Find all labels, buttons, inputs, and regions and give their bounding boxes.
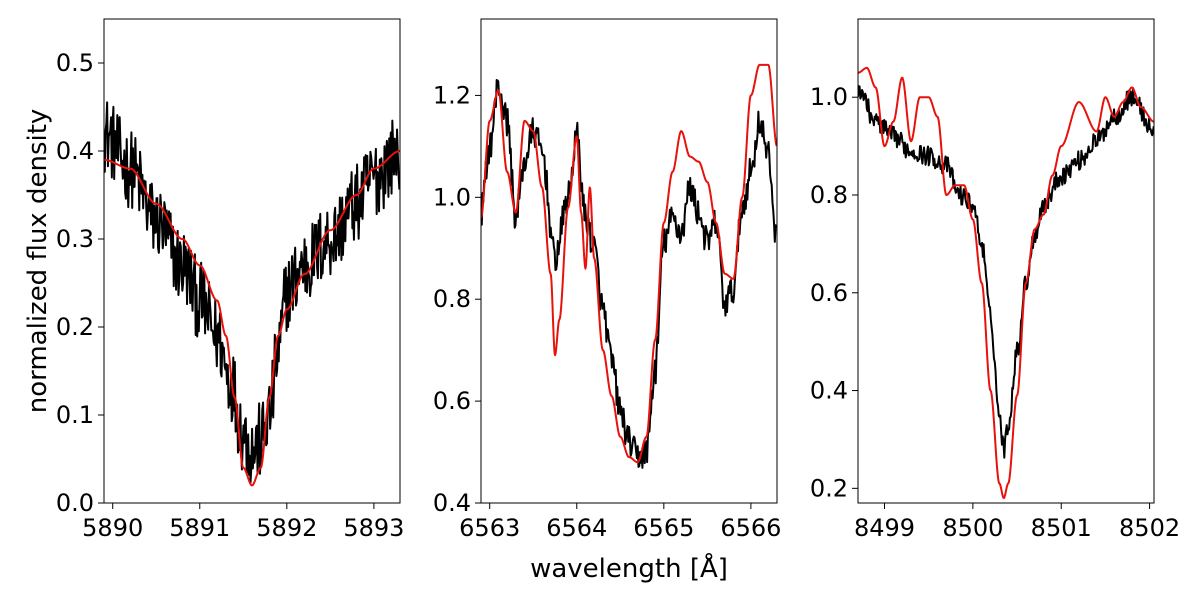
y-axis-ticks-ca-triplet: 0.2 0.4 0.6 0.8 1.0	[810, 83, 858, 502]
panel-ca-triplet: 8499 8500 8501 8502 0.2 0.4 0.6 0.8 1.0	[810, 18, 1180, 542]
x-tick-label: 8499	[854, 514, 915, 542]
x-tick-label: 8501	[1031, 514, 1092, 542]
x-tick-label: 5892	[256, 514, 317, 542]
y-tick-label: 0.2	[56, 313, 94, 341]
y-axis-ticks-h-alpha: 0.4 0.6 0.8 1.0 1.2	[433, 81, 481, 517]
x-tick-label: 5891	[169, 514, 230, 542]
x-axis-ticks-h-alpha: 6563 6564 6565 6566	[459, 503, 781, 542]
plot-area-na-d	[104, 101, 400, 487]
axes-frame-h-alpha	[480, 18, 778, 504]
series-model-h-alpha	[481, 63, 777, 464]
plot-area-ca-triplet	[858, 66, 1154, 500]
series-model-na-d	[104, 150, 400, 487]
axes-frame-na-d	[103, 18, 401, 504]
y-axis-ticks-na-d: 0.0 0.1 0.2 0.3 0.4 0.5	[56, 49, 104, 517]
panel-h-alpha: 6563 6564 6565 6566 0.4 0.6 0.8 1.0 1.2	[433, 18, 781, 542]
x-tick-label: 6563	[459, 514, 520, 542]
y-tick-label: 1.2	[433, 81, 471, 109]
y-tick-label: 0.6	[433, 387, 471, 415]
series-observed-na-d	[104, 101, 400, 484]
y-tick-label: 0.0	[56, 489, 94, 517]
y-tick-label: 0.1	[56, 401, 94, 429]
y-tick-label: 0.5	[56, 49, 94, 77]
y-tick-label: 0.4	[433, 489, 471, 517]
x-axis-ticks-na-d: 5890 5891 5892 5893	[82, 503, 404, 542]
x-tick-label: 6564	[546, 514, 607, 542]
panel-na-d: 5890 5891 5892 5893 0.0 0.1 0.2 0.3 0.4 0.5	[56, 18, 404, 542]
plot-area-h-alpha	[481, 63, 777, 469]
x-tick-label: 6566	[720, 514, 781, 542]
series-model-ca-triplet	[858, 66, 1154, 500]
y-tick-label: 0.6	[810, 279, 848, 307]
x-axis-label: wavelength [Å]	[530, 552, 728, 584]
y-tick-label: 0.8	[433, 285, 471, 313]
x-axis-ticks-ca-triplet: 8499 8500 8501 8502	[854, 503, 1180, 542]
y-tick-label: 0.2	[810, 474, 848, 502]
y-tick-label: 1.0	[433, 183, 471, 211]
y-tick-label: 0.4	[56, 137, 94, 165]
y-tick-label: 0.3	[56, 225, 94, 253]
x-tick-label: 5893	[343, 514, 404, 542]
y-tick-label: 0.8	[810, 181, 848, 209]
y-tick-label: 0.4	[810, 377, 848, 405]
y-axis-label: normalized flux density	[23, 109, 53, 414]
x-tick-label: 6565	[633, 514, 694, 542]
x-tick-label: 5890	[82, 514, 143, 542]
series-observed-ca-triplet	[858, 85, 1154, 459]
x-tick-label: 8500	[942, 514, 1003, 542]
x-tick-label: 8502	[1119, 514, 1180, 542]
axes-frame-ca-triplet	[857, 18, 1155, 504]
y-tick-label: 1.0	[810, 83, 848, 111]
